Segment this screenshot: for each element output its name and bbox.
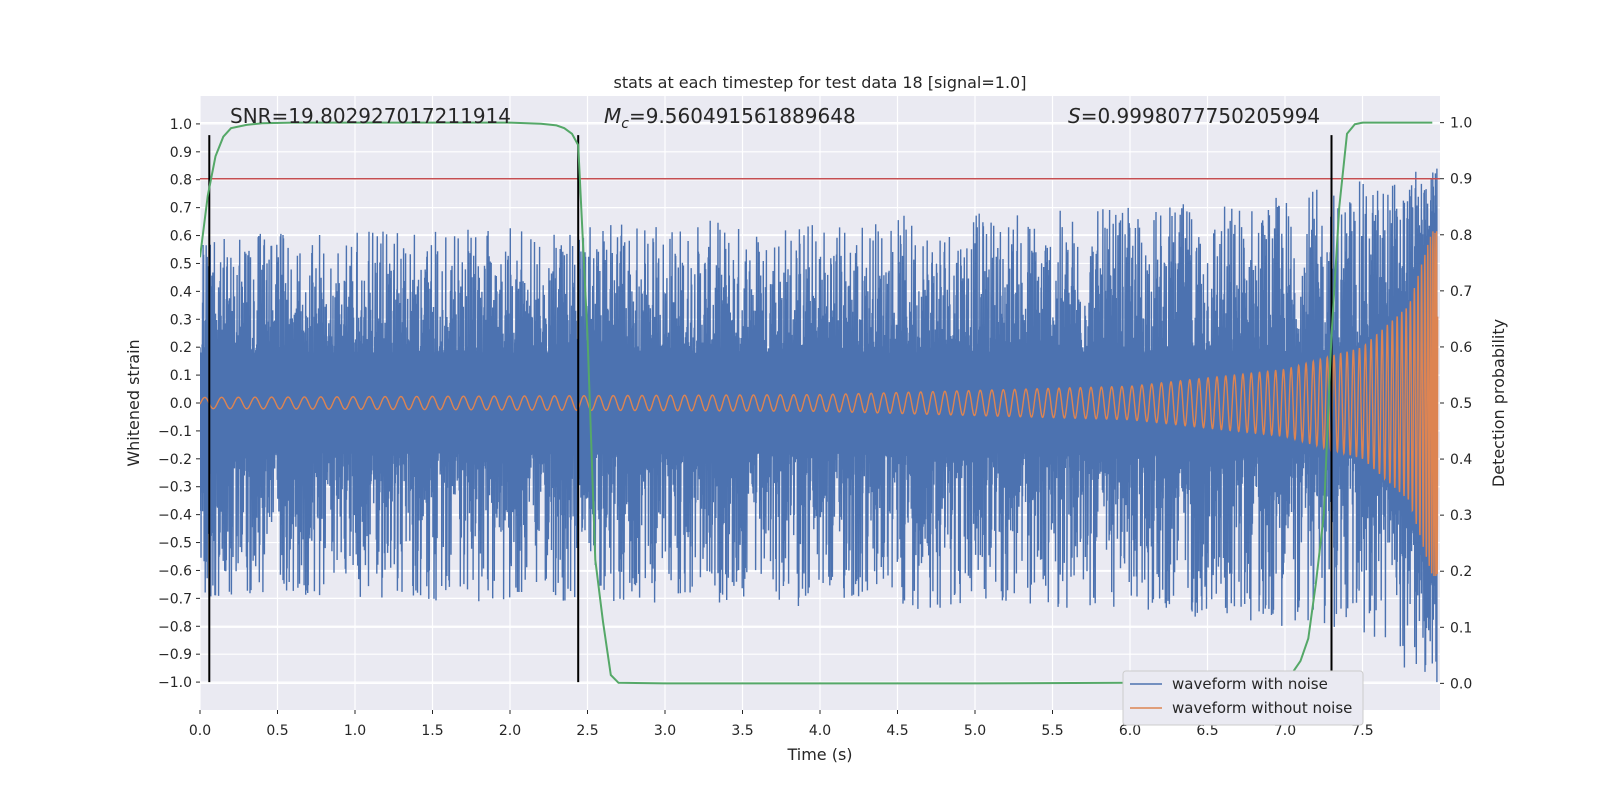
series-detection-probability — [200, 121, 1433, 685]
x-tick-label: 1.5 — [421, 723, 443, 739]
y-tick-label: 0.1 — [170, 368, 192, 384]
y2-tick-label: 0.5 — [1450, 396, 1472, 412]
y-tick-label: −0.2 — [158, 452, 192, 468]
y-tick-label: −1.0 — [158, 675, 192, 691]
x-axis-label: Time (s) — [786, 745, 852, 764]
y-tick-label: 0.9 — [170, 145, 192, 161]
y-tick-label: 0.0 — [170, 396, 192, 412]
x-tick-label: 5.0 — [964, 723, 986, 739]
x-tick-label: 1.0 — [344, 723, 366, 739]
y2-tick-label: 0.1 — [1450, 620, 1472, 636]
x-tick-label: 6.0 — [1119, 723, 1141, 739]
y-tick-label: 0.6 — [170, 229, 192, 245]
legend: waveform with noise waveform without noi… — [1122, 670, 1364, 726]
x-axis-ticks: 0.0 0.5 1.0 1.5 2.0 2.5 3.0 3.5 4.0 4.5 5.0 5.5 6.0 6… — [189, 710, 1374, 739]
x-tick-label: 2.5 — [576, 723, 598, 739]
y-tick-label: −0.4 — [158, 508, 192, 524]
legend-box — [1122, 670, 1364, 726]
y-tick-label: 1.0 — [170, 117, 192, 133]
y-tick-label: −0.3 — [158, 480, 192, 496]
y2-axis-ticks: 1.0 0.9 0.8 0.7 0.6 0.5 0.4 0.3 0.2 0.1 0.0 — [1440, 116, 1472, 692]
y-tick-label: −0.1 — [158, 424, 192, 440]
x-tick-label: 4.0 — [809, 723, 831, 739]
y2-tick-label: 0.3 — [1450, 508, 1472, 524]
chart-title: stats at each timestep for test data 18 … — [614, 73, 1027, 92]
x-tick-label: 6.5 — [1196, 723, 1218, 739]
x-tick-label: 3.5 — [731, 723, 753, 739]
noise-trace — [200, 168, 1438, 683]
chirp-mass-annotation: Mc=9.560491561889648 — [604, 104, 856, 132]
y-tick-label: 0.5 — [170, 256, 192, 272]
series-waveform-with-noise — [200, 168, 1438, 683]
y-tick-label: −0.6 — [158, 563, 192, 579]
y2-tick-label: 0.0 — [1450, 676, 1472, 692]
y-tick-label: −0.7 — [158, 591, 192, 607]
x-tick-label: 3.0 — [654, 723, 676, 739]
y2-tick-label: 0.9 — [1450, 172, 1472, 188]
y-axis-label: Whitened strain — [124, 339, 143, 466]
series-waveform-without-noise — [200, 231, 1439, 577]
y2-tick-label: 0.4 — [1450, 452, 1472, 468]
y2-tick-label: 0.8 — [1450, 228, 1472, 244]
x-tick-label: 7.0 — [1274, 723, 1296, 739]
y-tick-label: 0.7 — [170, 201, 192, 217]
clean-trace — [200, 231, 1439, 577]
vertical-markers — [208, 135, 1333, 683]
snr-annotation: SNR=19.802927017211914 — [230, 104, 511, 128]
y-tick-label: −0.8 — [158, 619, 192, 635]
y2-axis-label: Detection probability — [1489, 319, 1508, 487]
y-tick-label: 0.8 — [170, 173, 192, 189]
legend-label-noise: waveform with noise — [1172, 675, 1328, 693]
x-tick-label: 0.5 — [266, 723, 288, 739]
y-tick-label: −0.9 — [158, 647, 192, 663]
x-tick-label: 5.5 — [1041, 723, 1063, 739]
y2-tick-label: 0.7 — [1450, 284, 1472, 300]
y-tick-label: 0.2 — [170, 340, 192, 356]
y-tick-label: 0.3 — [170, 312, 192, 328]
y2-tick-label: 0.6 — [1450, 340, 1472, 356]
probability-trace — [200, 121, 1433, 685]
legend-label-clean: waveform without noise — [1172, 699, 1352, 717]
y-axis-ticks: 1.0 0.9 0.8 0.7 0.6 0.5 0.4 0.3 0.2 0.1 0.0 −0.1 −0.… — [158, 117, 200, 691]
x-tick-label: 0.0 — [189, 723, 211, 739]
y-tick-label: −0.5 — [158, 536, 192, 552]
significance-annotation: S=0.9998077750205994 — [1068, 104, 1320, 128]
x-tick-label: 4.5 — [886, 723, 908, 739]
x-tick-label: 7.5 — [1351, 723, 1373, 739]
y2-tick-label: 1.0 — [1450, 116, 1472, 132]
y2-tick-label: 0.2 — [1450, 564, 1472, 580]
x-tick-label: 2.0 — [499, 723, 521, 739]
y-tick-label: 0.4 — [170, 284, 192, 300]
